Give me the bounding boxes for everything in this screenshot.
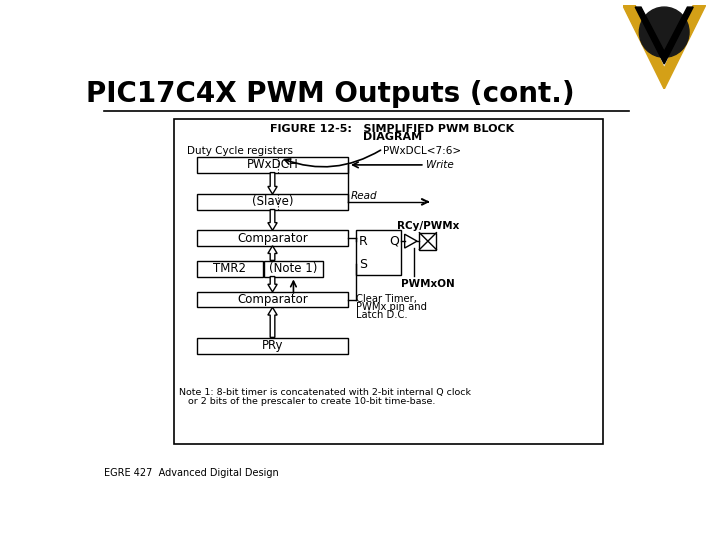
Text: Duty Cycle registers: Duty Cycle registers — [186, 146, 292, 156]
Text: S: S — [359, 258, 366, 271]
Text: DIAGRAM: DIAGRAM — [363, 132, 422, 142]
Bar — [197, 231, 348, 246]
Text: TMR2: TMR2 — [213, 262, 246, 275]
Text: Write: Write — [426, 160, 454, 170]
Text: Latch D.C.: Latch D.C. — [356, 309, 408, 320]
Text: PIC17C4X PWM Outputs (cont.): PIC17C4X PWM Outputs (cont.) — [86, 80, 575, 108]
Bar — [197, 157, 348, 173]
Text: PRy: PRy — [262, 339, 283, 353]
Bar — [419, 233, 436, 249]
Text: Comparator: Comparator — [237, 232, 308, 245]
Text: or 2 bits of the prescaler to create 10-bit time-base.: or 2 bits of the prescaler to create 10-… — [179, 397, 436, 406]
Text: (Note 1): (Note 1) — [269, 262, 318, 275]
Text: FIGURE 12-5:   SIMPLIFIED PWM BLOCK: FIGURE 12-5: SIMPLIFIED PWM BLOCK — [270, 124, 514, 134]
Polygon shape — [635, 7, 693, 64]
Bar — [197, 194, 348, 210]
Bar — [197, 338, 348, 354]
Text: Comparator: Comparator — [237, 293, 308, 306]
Text: R: R — [359, 234, 367, 248]
Polygon shape — [405, 234, 417, 248]
Text: PWxDCL<7:6>: PWxDCL<7:6> — [383, 146, 461, 156]
Text: Clear Timer,: Clear Timer, — [356, 294, 417, 304]
Bar — [356, 231, 401, 275]
Bar — [264, 261, 323, 276]
Polygon shape — [623, 5, 706, 89]
Polygon shape — [268, 246, 277, 260]
Text: PWMxON: PWMxON — [401, 279, 455, 289]
Text: Note 1: 8-bit timer is concatenated with 2-bit internal Q clock: Note 1: 8-bit timer is concatenated with… — [179, 388, 471, 397]
Circle shape — [639, 7, 689, 57]
Polygon shape — [268, 173, 277, 194]
Bar — [197, 292, 348, 307]
Text: Q: Q — [389, 234, 399, 248]
Text: PWxDCH: PWxDCH — [247, 158, 298, 171]
Text: RCy/PWMx: RCy/PWMx — [397, 221, 459, 231]
Text: EGRE 427  Advanced Digital Design: EGRE 427 Advanced Digital Design — [104, 468, 279, 478]
Text: Read: Read — [351, 191, 378, 201]
Polygon shape — [268, 276, 277, 292]
Bar — [174, 119, 603, 444]
Polygon shape — [268, 210, 277, 231]
Bar — [197, 261, 263, 276]
Text: (Slave): (Slave) — [252, 195, 293, 208]
Text: PWMx pin and: PWMx pin and — [356, 302, 427, 312]
Polygon shape — [268, 307, 277, 338]
